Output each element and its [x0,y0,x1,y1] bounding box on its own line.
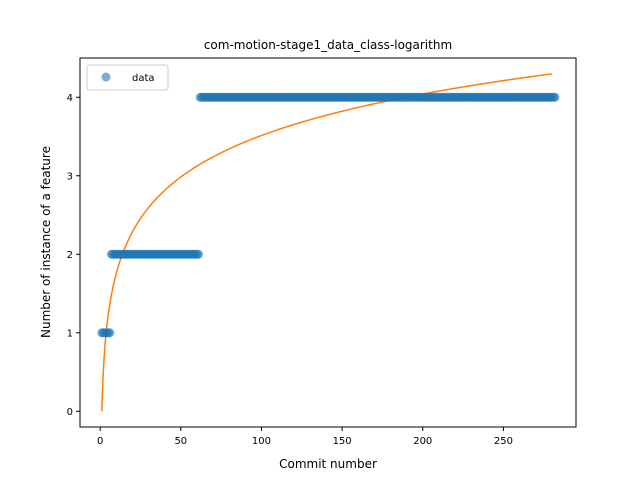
y-tick-label: 1 [67,328,73,339]
x-axis-label: Commit number [279,457,377,471]
legend: data [87,65,168,90]
x-tick-label: 100 [252,436,271,447]
y-tick-label: 2 [67,250,73,261]
x-tick-label: 50 [174,436,187,447]
data-point [194,250,203,259]
y-axis-label: Number of instance of a feature [39,146,53,338]
x-tick-label: 200 [413,436,432,447]
x-tick-label: 250 [494,436,513,447]
y-tick-label: 3 [67,171,73,182]
x-tick-label: 0 [97,436,103,447]
legend-frame [87,65,168,90]
x-tick-label: 150 [333,436,352,447]
plot-area [80,58,576,427]
y-tick-label: 4 [67,93,73,104]
legend-label-data: data [132,73,155,84]
chart-title: com-motion-stage1_data_class-logarithm [204,38,452,52]
data-point [105,328,114,337]
y-tick-label: 0 [67,407,73,418]
data-point [551,93,560,102]
legend-marker-data [102,73,111,82]
